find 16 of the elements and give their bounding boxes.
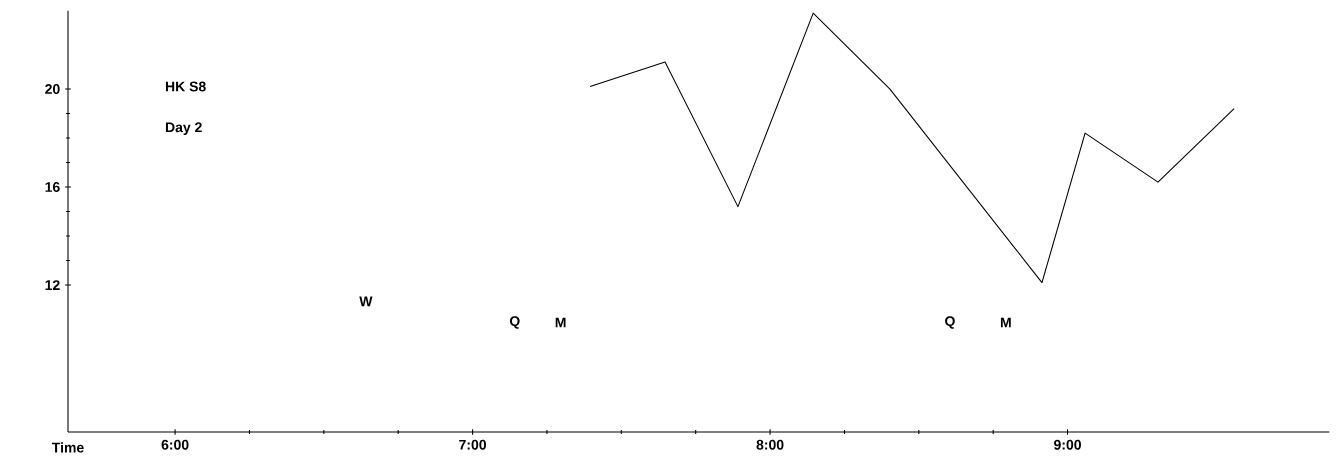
- annotation: Day 2: [165, 122, 202, 136]
- y-tick-label: 20: [45, 84, 60, 95]
- annotation: W: [359, 296, 373, 307]
- x-tick-label: 9:00: [1054, 439, 1081, 450]
- x-tick-label: 7:00: [459, 439, 487, 450]
- annotation: HK S8: [165, 81, 206, 92]
- annotation: M: [1000, 317, 1011, 328]
- x-tick-label: 8:00: [756, 439, 784, 450]
- line-series: [589, 12, 1235, 284]
- y-tick-label: 16: [45, 182, 60, 193]
- annotation: Q: [945, 316, 955, 329]
- annotation: M: [555, 317, 566, 328]
- x-axis-title: Time: [51, 442, 84, 453]
- y-tick-label: 12: [45, 280, 60, 291]
- annotation: Q: [509, 316, 520, 329]
- x-tick-label: 6:00: [161, 439, 189, 450]
